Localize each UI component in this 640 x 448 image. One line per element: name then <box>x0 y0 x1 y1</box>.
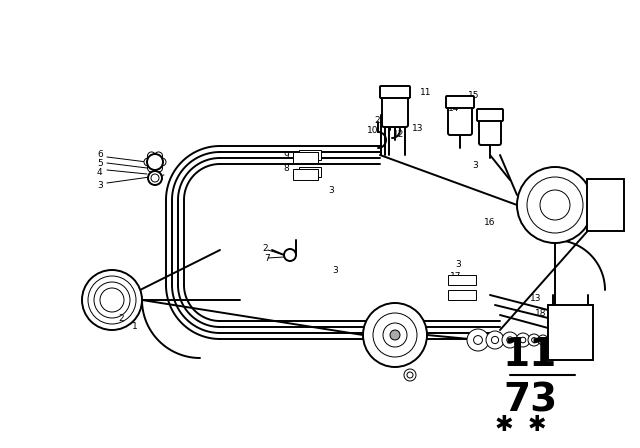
Circle shape <box>467 329 489 351</box>
Text: 5: 5 <box>97 159 103 168</box>
Text: 11: 11 <box>503 336 557 374</box>
Circle shape <box>390 330 400 340</box>
Circle shape <box>517 167 593 243</box>
FancyBboxPatch shape <box>479 116 501 145</box>
Text: 3: 3 <box>97 181 103 190</box>
FancyBboxPatch shape <box>446 96 474 108</box>
Circle shape <box>144 158 152 166</box>
Text: 73: 73 <box>503 381 557 419</box>
Circle shape <box>528 334 540 346</box>
FancyBboxPatch shape <box>477 109 503 121</box>
Circle shape <box>527 177 583 233</box>
Text: 7: 7 <box>264 254 269 263</box>
Text: 3: 3 <box>472 160 477 169</box>
Text: 2: 2 <box>374 116 380 125</box>
Text: 13: 13 <box>530 293 541 302</box>
Circle shape <box>404 369 416 381</box>
Circle shape <box>284 249 296 261</box>
Text: 4: 4 <box>97 168 102 177</box>
Bar <box>299 150 321 160</box>
Circle shape <box>373 313 417 357</box>
Circle shape <box>486 331 504 349</box>
Circle shape <box>383 323 407 347</box>
Circle shape <box>100 288 124 312</box>
Text: 8: 8 <box>283 164 289 172</box>
Text: ✱  ✱: ✱ ✱ <box>495 415 547 435</box>
Circle shape <box>516 333 530 347</box>
Text: 2: 2 <box>262 244 268 253</box>
Text: 18: 18 <box>535 309 547 318</box>
Bar <box>299 167 321 177</box>
Text: 9: 9 <box>283 151 289 159</box>
FancyBboxPatch shape <box>587 179 624 231</box>
Circle shape <box>151 174 159 182</box>
Bar <box>448 275 476 285</box>
Text: 1: 1 <box>132 322 138 331</box>
Text: 16: 16 <box>484 217 495 227</box>
Circle shape <box>520 337 526 343</box>
Bar <box>293 169 318 180</box>
Circle shape <box>541 338 545 342</box>
Circle shape <box>147 164 156 172</box>
Circle shape <box>492 336 499 344</box>
Circle shape <box>88 276 136 324</box>
FancyBboxPatch shape <box>382 93 408 127</box>
Circle shape <box>507 337 513 343</box>
FancyBboxPatch shape <box>448 103 472 135</box>
Text: 14: 14 <box>448 103 460 112</box>
Circle shape <box>363 303 427 367</box>
Circle shape <box>158 158 166 166</box>
Circle shape <box>538 335 548 345</box>
Circle shape <box>154 152 163 160</box>
Text: 11: 11 <box>420 87 431 96</box>
Text: 3: 3 <box>455 259 461 268</box>
Text: 10: 10 <box>367 125 378 134</box>
Text: 13: 13 <box>412 124 424 133</box>
Bar <box>448 290 476 300</box>
Circle shape <box>147 154 163 170</box>
Text: 6: 6 <box>97 150 103 159</box>
Text: 3: 3 <box>332 266 338 275</box>
Circle shape <box>82 270 142 330</box>
Circle shape <box>147 152 156 160</box>
Circle shape <box>407 372 413 378</box>
Circle shape <box>154 164 163 172</box>
Circle shape <box>532 338 536 342</box>
Circle shape <box>540 190 570 220</box>
Circle shape <box>94 282 130 318</box>
Circle shape <box>148 171 162 185</box>
Text: 17: 17 <box>450 271 461 280</box>
Circle shape <box>474 336 483 345</box>
Text: 2: 2 <box>118 314 124 323</box>
Bar <box>293 152 318 163</box>
Text: 3: 3 <box>328 185 333 194</box>
Bar <box>548 305 593 360</box>
FancyBboxPatch shape <box>380 86 410 98</box>
Text: 12: 12 <box>393 129 404 138</box>
Circle shape <box>502 332 518 348</box>
Text: 15: 15 <box>468 90 479 99</box>
